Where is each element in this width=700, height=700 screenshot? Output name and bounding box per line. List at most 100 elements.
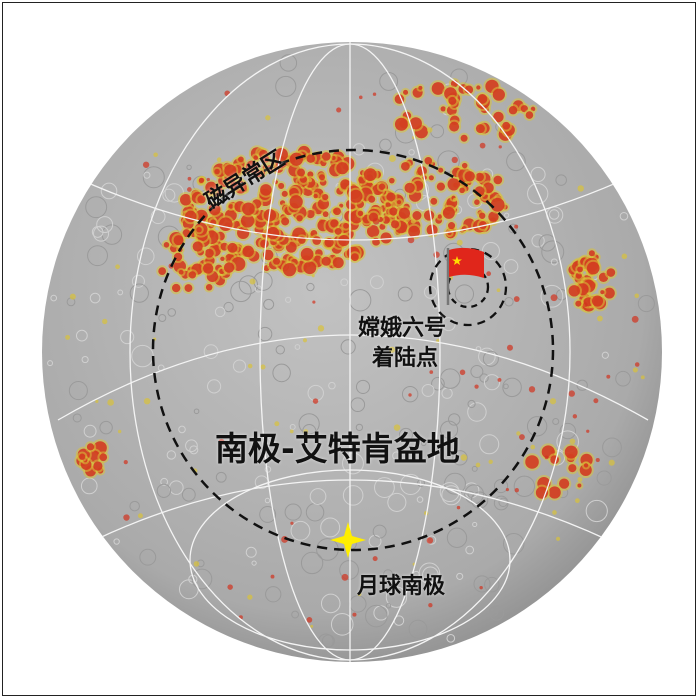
crater bbox=[113, 538, 120, 545]
crater bbox=[482, 350, 499, 367]
anomaly-speck bbox=[187, 176, 192, 181]
anomaly-patch-red bbox=[600, 290, 605, 295]
anomaly-speck bbox=[451, 156, 458, 164]
crater bbox=[279, 54, 298, 72]
crater bbox=[484, 576, 500, 593]
anomaly-speck bbox=[69, 293, 76, 300]
anomaly-patch-red bbox=[178, 269, 184, 275]
anomaly-patch-red bbox=[260, 184, 272, 196]
anomaly-patch-red bbox=[99, 453, 108, 462]
anomaly-patch-red bbox=[380, 232, 392, 244]
anomaly-speck bbox=[575, 498, 580, 504]
anomaly-speck bbox=[505, 488, 510, 492]
anomaly-patch-red bbox=[438, 167, 444, 173]
anomaly-speck bbox=[247, 363, 253, 369]
anomaly-patch-red bbox=[390, 220, 400, 229]
crater bbox=[602, 437, 622, 458]
crater bbox=[540, 284, 564, 308]
crater bbox=[340, 339, 356, 355]
crater bbox=[508, 223, 518, 234]
anomaly-patch-red bbox=[403, 89, 409, 95]
anomaly-patch-red bbox=[79, 453, 86, 460]
anomaly-patch-red bbox=[363, 168, 377, 182]
anomaly-patch-red bbox=[460, 134, 468, 142]
crater bbox=[452, 450, 468, 466]
anomaly-patch-red bbox=[424, 156, 433, 165]
crater bbox=[339, 560, 359, 580]
crater bbox=[559, 422, 577, 440]
crater bbox=[555, 174, 567, 186]
crater bbox=[300, 551, 324, 575]
crater bbox=[513, 475, 536, 497]
anomaly-patch-red bbox=[349, 189, 363, 203]
anomaly-patch-red bbox=[336, 162, 349, 175]
anomaly-patch-red bbox=[306, 209, 315, 219]
anomaly-speck bbox=[572, 414, 578, 419]
crater bbox=[320, 593, 341, 614]
anomaly-patch-red bbox=[430, 197, 438, 205]
anomaly-speck bbox=[498, 145, 502, 149]
anomaly-speck bbox=[352, 612, 357, 617]
anomaly-patch-red bbox=[388, 177, 395, 184]
anomaly-speck bbox=[311, 274, 315, 278]
anomaly-patch-red bbox=[303, 261, 317, 275]
moon-disk bbox=[42, 42, 662, 662]
anomaly-speck bbox=[290, 521, 294, 525]
anomaly-patch-red bbox=[318, 174, 325, 181]
crater bbox=[398, 427, 413, 442]
anomaly-speck bbox=[224, 90, 231, 97]
anomaly-patch-red bbox=[475, 124, 485, 134]
crater bbox=[50, 294, 58, 302]
crater bbox=[372, 524, 387, 539]
anomaly-patch-red bbox=[477, 94, 488, 104]
anomaly-speck bbox=[312, 300, 316, 304]
anomaly-speck bbox=[117, 429, 122, 434]
crater bbox=[100, 182, 118, 200]
anomaly-patch-red bbox=[224, 164, 237, 177]
anomaly-patch-red bbox=[253, 155, 259, 161]
anomaly-patch-red bbox=[558, 478, 570, 489]
anomaly-speck bbox=[274, 421, 280, 427]
graticule bbox=[57, 42, 649, 662]
anomaly-patch-red bbox=[173, 235, 184, 246]
crater bbox=[387, 492, 407, 512]
anomaly-speck bbox=[218, 438, 225, 445]
crater bbox=[265, 586, 282, 603]
anomaly-patch-red bbox=[368, 195, 376, 203]
crater bbox=[420, 440, 427, 447]
anomaly-speck bbox=[452, 197, 457, 202]
crater bbox=[181, 487, 196, 502]
anomaly-speck bbox=[289, 429, 294, 434]
crater bbox=[446, 634, 456, 643]
anomaly-patch-red bbox=[431, 82, 445, 95]
anomaly-patch-red bbox=[412, 211, 422, 221]
crater bbox=[203, 344, 219, 359]
anomaly-patch-red bbox=[266, 226, 280, 240]
crater bbox=[470, 365, 484, 379]
crater bbox=[454, 284, 475, 304]
magnetic-anomaly-patches bbox=[65, 77, 645, 628]
crater bbox=[262, 437, 272, 448]
anomaly-patch-red bbox=[436, 182, 446, 191]
crater bbox=[470, 491, 489, 509]
anomaly-speck bbox=[307, 177, 313, 183]
anomaly-speck bbox=[459, 369, 466, 376]
anomaly-speck bbox=[514, 224, 519, 229]
crater bbox=[185, 439, 198, 453]
crater bbox=[309, 488, 327, 505]
anomaly-speck bbox=[569, 438, 576, 445]
anomaly-patch-red bbox=[396, 200, 402, 205]
anomaly-patch-red bbox=[423, 210, 435, 221]
anomaly-patch-red bbox=[205, 181, 218, 194]
crater bbox=[81, 355, 89, 364]
anomaly-speck bbox=[260, 364, 266, 370]
crater bbox=[350, 397, 366, 413]
crater bbox=[439, 368, 461, 389]
crater bbox=[493, 478, 509, 494]
anomaly-speck bbox=[456, 239, 463, 246]
crater bbox=[422, 566, 439, 584]
crater bbox=[298, 413, 320, 435]
anomaly-patch-red bbox=[464, 171, 475, 182]
crater bbox=[441, 317, 456, 332]
